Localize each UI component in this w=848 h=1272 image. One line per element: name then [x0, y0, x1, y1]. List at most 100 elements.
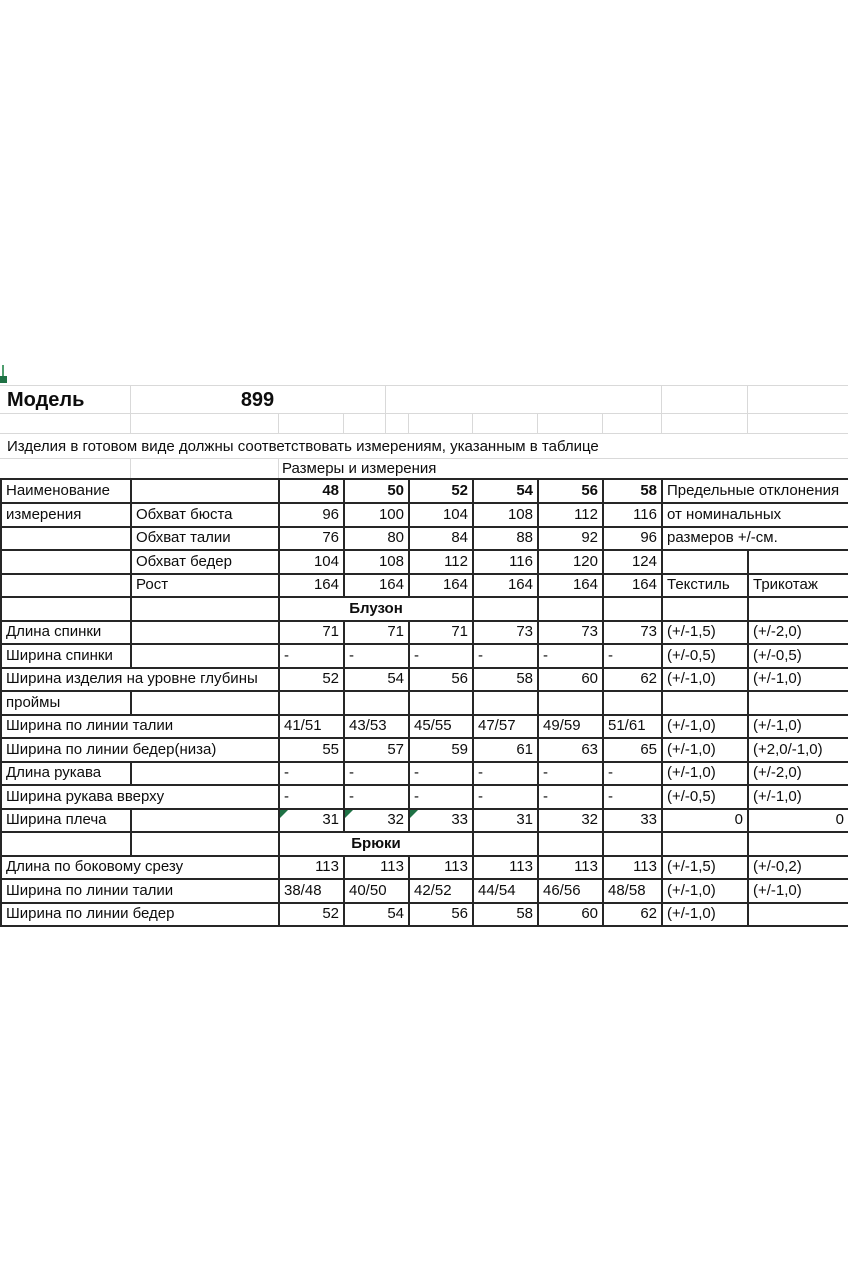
- table-cell[interactable]: [130, 760, 280, 786]
- table-cell[interactable]: 108: [343, 549, 410, 575]
- table-cell[interactable]: [130, 831, 280, 857]
- table-cell[interactable]: -: [472, 784, 539, 810]
- table-cell[interactable]: 52: [278, 666, 345, 692]
- table-cell[interactable]: -: [602, 643, 663, 669]
- table-cell[interactable]: 116: [472, 549, 539, 575]
- table-cell[interactable]: 164: [343, 572, 410, 598]
- table-cell[interactable]: [0, 525, 132, 551]
- table-cell[interactable]: [278, 690, 345, 716]
- table-cell[interactable]: -: [537, 784, 604, 810]
- table-cell[interactable]: 57: [343, 737, 410, 763]
- table-cell[interactable]: (+/-1,0): [746, 713, 848, 739]
- table-cell[interactable]: [130, 643, 280, 669]
- table-cell[interactable]: [130, 619, 280, 645]
- table-cell[interactable]: 58: [602, 478, 663, 504]
- table-cell[interactable]: 59: [408, 737, 474, 763]
- table-cell[interactable]: Ширина спинки: [0, 643, 132, 669]
- model-label-cell[interactable]: Модель: [7, 389, 85, 411]
- table-cell[interactable]: (+/-1,5): [661, 854, 749, 880]
- table-cell[interactable]: -: [408, 643, 474, 669]
- table-cell[interactable]: 40/50: [343, 878, 410, 904]
- table-cell[interactable]: [0, 831, 132, 857]
- table-cell[interactable]: [0, 549, 132, 575]
- table-cell[interactable]: 63: [537, 737, 604, 763]
- table-cell[interactable]: 62: [602, 901, 663, 927]
- table-cell[interactable]: 113: [343, 854, 410, 880]
- table-cell[interactable]: [746, 831, 848, 857]
- table-cell[interactable]: -: [537, 760, 604, 786]
- table-cell[interactable]: Ширина по линии талии: [0, 878, 280, 904]
- table-cell-error-flag[interactable]: 33: [408, 807, 474, 833]
- table-cell[interactable]: от номинальных: [660, 502, 848, 528]
- table-cell[interactable]: 54: [472, 478, 539, 504]
- table-cell[interactable]: 164: [537, 572, 604, 598]
- table-cell[interactable]: (+/-1,0): [661, 760, 749, 786]
- table-cell[interactable]: 164: [472, 572, 539, 598]
- table-cell[interactable]: 0: [746, 807, 848, 833]
- table-cell[interactable]: 112: [408, 549, 474, 575]
- table-cell[interactable]: Обхват талии: [130, 525, 280, 551]
- table-cell[interactable]: [472, 831, 539, 857]
- table-cell[interactable]: 104: [278, 549, 345, 575]
- table-cell[interactable]: 104: [408, 502, 474, 528]
- table-cell[interactable]: 120: [537, 549, 604, 575]
- table-cell[interactable]: 50: [343, 478, 410, 504]
- table-cell[interactable]: Длина спинки: [0, 619, 132, 645]
- note-cell[interactable]: Изделия в готовом виде должны соответств…: [7, 438, 599, 455]
- table-cell[interactable]: [130, 478, 280, 504]
- sizes-caption-cell[interactable]: Размеры и измерения: [282, 460, 437, 477]
- table-cell[interactable]: 46/56: [537, 878, 604, 904]
- table-cell[interactable]: 42/52: [408, 878, 474, 904]
- table-cell[interactable]: 52: [408, 478, 474, 504]
- table-cell[interactable]: Трикотаж: [746, 572, 848, 598]
- table-cell[interactable]: 48/58: [602, 878, 663, 904]
- table-cell[interactable]: 124: [602, 549, 663, 575]
- table-cell[interactable]: 108: [472, 502, 539, 528]
- table-cell[interactable]: 80: [343, 525, 410, 551]
- table-cell[interactable]: 113: [472, 854, 539, 880]
- table-cell[interactable]: [408, 690, 474, 716]
- table-cell[interactable]: 0: [661, 807, 749, 833]
- table-cell[interactable]: Длина по боковому срезу: [0, 854, 280, 880]
- table-cell[interactable]: 52: [278, 901, 345, 927]
- table-cell[interactable]: -: [408, 784, 474, 810]
- table-cell[interactable]: [537, 690, 604, 716]
- table-cell[interactable]: 60: [537, 901, 604, 927]
- table-cell[interactable]: [746, 901, 848, 927]
- table-cell[interactable]: [472, 690, 539, 716]
- table-cell[interactable]: 43/53: [343, 713, 410, 739]
- table-cell[interactable]: 73: [472, 619, 539, 645]
- table-cell[interactable]: [746, 596, 848, 622]
- table-cell[interactable]: 54: [343, 901, 410, 927]
- table-cell[interactable]: Наименование: [0, 478, 132, 504]
- table-cell[interactable]: 112: [537, 502, 604, 528]
- table-cell[interactable]: -: [278, 643, 345, 669]
- table-cell[interactable]: [602, 831, 663, 857]
- table-cell[interactable]: Ширина по линии талии: [0, 713, 280, 739]
- table-cell[interactable]: [661, 596, 749, 622]
- table-cell[interactable]: Рост: [130, 572, 280, 598]
- table-cell[interactable]: [602, 690, 663, 716]
- table-cell[interactable]: [130, 690, 280, 716]
- table-cell[interactable]: [343, 690, 410, 716]
- table-cell[interactable]: (+/-1,0): [661, 737, 749, 763]
- table-cell[interactable]: -: [278, 760, 345, 786]
- table-cell[interactable]: [0, 596, 132, 622]
- table-cell[interactable]: 164: [602, 572, 663, 598]
- table-cell[interactable]: (+/-1,0): [661, 713, 749, 739]
- table-cell[interactable]: проймы: [0, 690, 132, 716]
- table-cell[interactable]: 164: [278, 572, 345, 598]
- table-cell[interactable]: Ширина рукава вверху: [0, 784, 280, 810]
- table-cell[interactable]: Ширина по линии бедер(низа): [0, 737, 280, 763]
- table-cell[interactable]: 54: [343, 666, 410, 692]
- table-cell[interactable]: -: [343, 760, 410, 786]
- table-cell[interactable]: (+/-2,0): [746, 619, 848, 645]
- table-cell[interactable]: 116: [602, 502, 663, 528]
- table-cell[interactable]: -: [278, 784, 345, 810]
- table-cell[interactable]: Ширина изделия на уровне глубины: [0, 666, 280, 692]
- table-cell[interactable]: 96: [602, 525, 663, 551]
- table-cell[interactable]: [602, 596, 663, 622]
- table-cell[interactable]: 33: [602, 807, 663, 833]
- table-cell[interactable]: (+/-1,0): [661, 878, 749, 904]
- table-cell[interactable]: измерения: [0, 502, 132, 528]
